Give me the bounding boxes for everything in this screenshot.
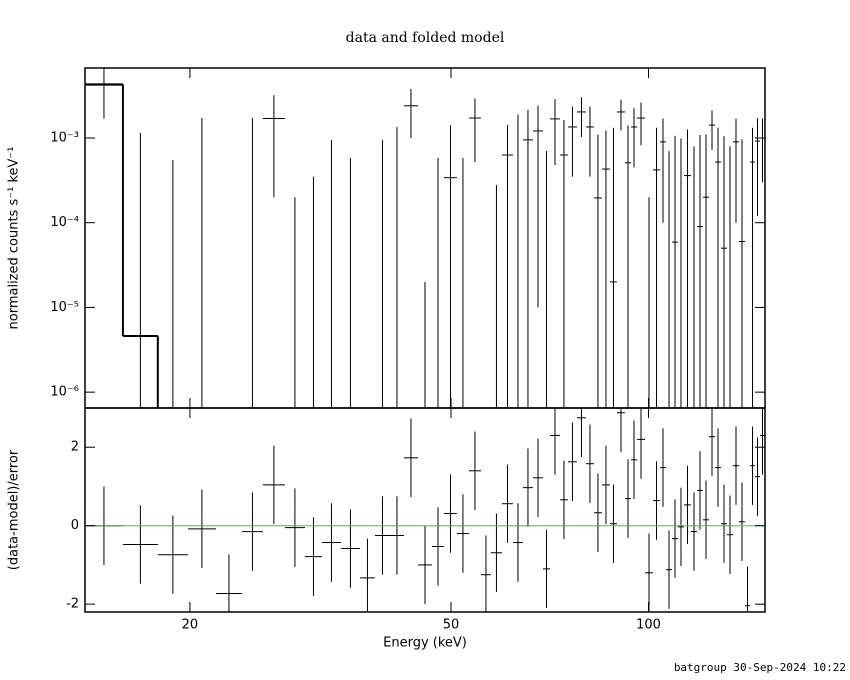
y-tick-label: 2 (71, 440, 79, 455)
plot-area (85, 68, 765, 408)
x-axis-label: Energy (keV) (383, 636, 467, 651)
x-tick-label: 100 (636, 618, 661, 633)
y-tick-label: 10⁻⁶ (50, 385, 79, 400)
y-tick-label: 10⁻⁵ (50, 300, 79, 315)
x-tick-label: 20 (182, 618, 199, 633)
chart-title: data and folded model (346, 30, 505, 46)
y-axis-label: normalized counts s⁻¹ keV⁻¹ (7, 147, 22, 330)
y-tick-label: 0 (71, 518, 79, 533)
footer: batgroup 30-Sep-2024 10:22 (674, 661, 846, 674)
y-tick-label: 10⁻³ (50, 130, 79, 145)
x-tick-label: 50 (443, 618, 460, 633)
plot-frame (84, 407, 766, 613)
y-tick-label: -2 (66, 597, 79, 612)
plot-area (85, 408, 765, 612)
y-axis-label: (data-model)/error (7, 449, 22, 570)
y-tick-label: 10⁻⁴ (50, 215, 79, 230)
